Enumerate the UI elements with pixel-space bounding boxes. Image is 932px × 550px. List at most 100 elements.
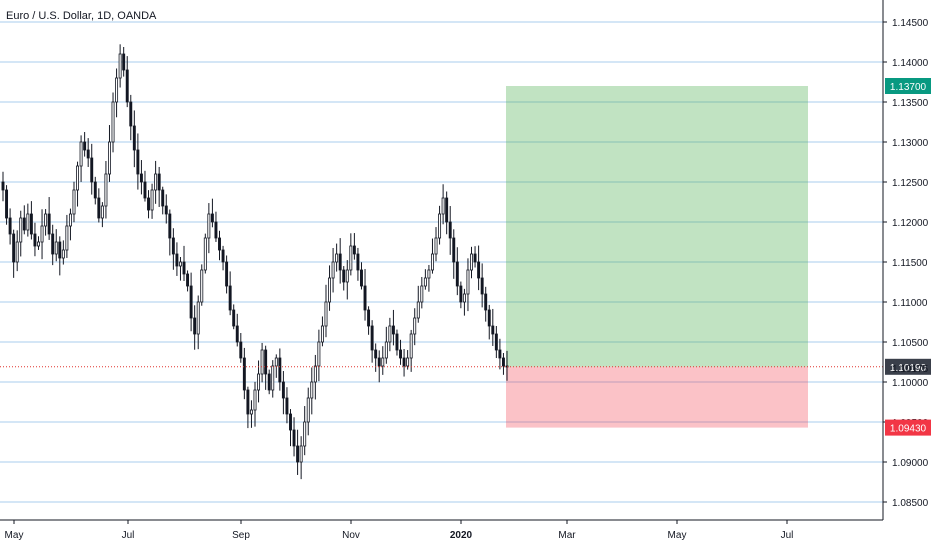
position-zones[interactable] [506, 86, 808, 428]
candle-body [487, 309, 491, 327]
candle-body [445, 197, 449, 223]
x-tick-label: Nov [342, 530, 360, 541]
candle-body [221, 249, 225, 263]
candle-body [86, 149, 90, 159]
candle-body [132, 125, 136, 151]
candle-body [310, 381, 314, 399]
x-tick-label: May [5, 530, 24, 541]
candle-body [200, 269, 204, 303]
chart-title: Euro / U.S. Dollar, 1D, OANDA [6, 10, 157, 22]
candle-body [157, 173, 161, 191]
candle-body [5, 189, 9, 219]
candle-body [466, 269, 470, 295]
y-tick-label: 1.14000 [892, 58, 929, 69]
candle-body [328, 277, 332, 303]
candle-body [210, 213, 214, 223]
y-tick-label: 1.13500 [892, 98, 929, 109]
candle-body [274, 357, 278, 367]
candle-body [257, 373, 261, 391]
candle-body [434, 237, 438, 255]
candle-body [342, 269, 346, 283]
candle-body [58, 241, 62, 259]
candle-body [225, 261, 229, 287]
candle-body [15, 241, 19, 263]
candle-body [349, 245, 353, 271]
candle-body [299, 445, 303, 463]
candle-body [420, 285, 424, 303]
candle-body [79, 141, 83, 167]
candle-body [196, 301, 200, 335]
candle-body [54, 241, 58, 255]
x-tick-label: Sep [232, 530, 250, 541]
candle-body [253, 389, 257, 411]
candle-body [260, 349, 264, 375]
candle-body [40, 225, 44, 243]
candle-body [207, 213, 211, 239]
candle-body [388, 325, 392, 343]
y-tick-label: 1.10500 [892, 338, 929, 349]
candle-body [171, 237, 175, 255]
candle-body [289, 413, 292, 431]
candle-body [331, 261, 335, 279]
candle-body [83, 141, 87, 151]
price-tag-label: 1.09430 [890, 424, 927, 435]
y-tick-label: 1.12500 [892, 178, 929, 189]
candle-body [377, 357, 381, 367]
candle-body [232, 309, 236, 327]
candle-body [448, 221, 452, 239]
price-tag [885, 78, 931, 94]
x-tick-label: 2020 [450, 530, 473, 541]
candle-body [384, 341, 388, 359]
grid-lines [0, 21, 883, 503]
candle-body [178, 261, 182, 267]
candle-body [367, 309, 371, 327]
candle-body [303, 421, 307, 447]
candle-body [363, 285, 367, 311]
candle-body [395, 333, 399, 351]
candle-body [360, 269, 363, 287]
price-tag [885, 419, 931, 436]
candle-body [345, 269, 349, 283]
candle-body [68, 213, 72, 227]
candle-body [391, 325, 395, 335]
candle-body [111, 101, 115, 143]
candle-body [423, 277, 427, 287]
candle-body [491, 325, 495, 335]
candle-body [44, 213, 48, 227]
candle-body [441, 197, 445, 215]
candle-body [115, 77, 119, 103]
y-tick-label: 1.12000 [892, 218, 929, 229]
candle-body [313, 365, 317, 383]
profit-zone[interactable] [506, 86, 808, 367]
candle-body [292, 429, 296, 447]
loss-zone[interactable] [506, 366, 808, 428]
candle-body [1, 181, 5, 191]
candle-body [175, 253, 179, 267]
candle-body [97, 197, 101, 219]
candle-body [381, 357, 385, 367]
candle-body [104, 173, 108, 207]
candle-body [186, 273, 190, 287]
x-tick-label: Jul [122, 530, 135, 541]
price-tag-label: 1.10175 [892, 364, 929, 375]
x-tick-label: May [668, 530, 687, 541]
candle-body [129, 101, 133, 127]
candle-body [264, 349, 268, 375]
candle-body [8, 217, 12, 235]
candle-body [452, 237, 456, 263]
candle-body [29, 213, 33, 235]
candle-body [33, 233, 37, 247]
candle-body [480, 277, 484, 295]
candle-body [218, 237, 221, 251]
candle-body [125, 69, 129, 103]
candle-body [427, 269, 431, 279]
y-tick-label: 1.08500 [892, 498, 929, 509]
candle-body [239, 341, 243, 359]
candle-body [26, 213, 30, 231]
candle-body [228, 285, 232, 311]
candle-body [108, 141, 111, 175]
candle-body [242, 357, 246, 391]
